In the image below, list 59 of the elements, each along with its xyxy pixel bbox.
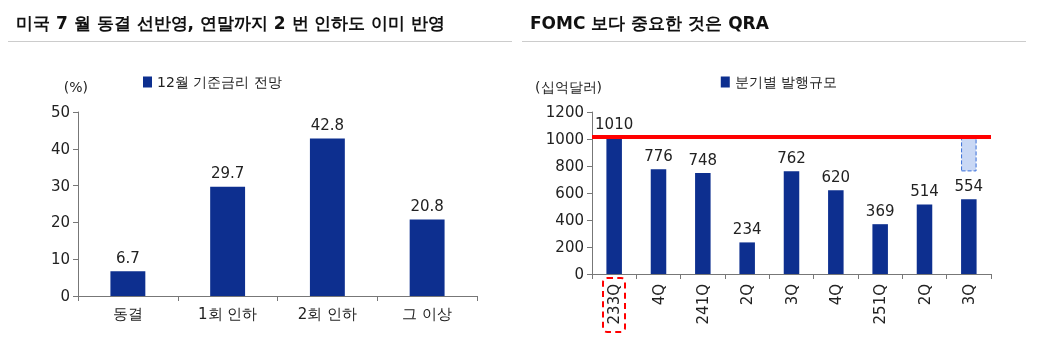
bar [739, 242, 755, 274]
data-label: 234 [732, 219, 762, 238]
data-label: 20.8 [410, 196, 444, 215]
bar [872, 224, 888, 274]
x-tick-label: 4Q [649, 284, 668, 306]
bar [695, 173, 711, 274]
y-axis-title: (십억달러) [535, 79, 602, 95]
y-tick-label: 1200 [545, 103, 584, 121]
data-label: 29.7 [210, 164, 245, 183]
data-label: 42.8 [310, 116, 345, 134]
data-label: 514 [910, 182, 939, 201]
y-tick-label: 1000 [545, 130, 584, 148]
y-tick-label: 400 [555, 211, 584, 229]
x-tick-label: 3Q [959, 284, 978, 306]
x-tick-label: 그 이상 [402, 304, 453, 323]
chart-title: 미국 7 월 동결 선반영, 연말까지 2 번 인하도 이미 반영 [8, 8, 512, 42]
legend-label: 12월 기준금리 전망 [157, 74, 282, 90]
x-tick-label: 동결 [112, 304, 143, 323]
y-tick-label: 40 [50, 139, 70, 158]
bar [916, 204, 933, 274]
y-tick-label: 20 [50, 213, 70, 232]
y-axis-title: (%) [63, 79, 88, 95]
y-tick-label: 0 [574, 265, 584, 283]
x-tick-label: 4Q [826, 284, 845, 306]
bar [650, 169, 667, 274]
bar [309, 138, 345, 296]
x-tick-label: 2회 인하 [297, 304, 358, 323]
y-tick-label: 10 [50, 250, 70, 269]
y-tick-label: 0 [60, 287, 70, 305]
data-label: 554 [954, 176, 984, 195]
data-label: 1010 [595, 115, 634, 134]
x-tick-label: 2Q [915, 284, 934, 306]
data-label: 748 [688, 150, 718, 169]
bar [110, 271, 146, 296]
bar [961, 137, 977, 172]
data-label: 762 [777, 148, 806, 167]
y-tick-label: 600 [555, 184, 584, 202]
data-label: 620 [821, 167, 851, 186]
bar [783, 171, 800, 274]
legend-label: 분기별 발행규모 [734, 74, 838, 90]
x-tick-label: 3Q [782, 284, 801, 306]
bar [606, 137, 622, 274]
y-tick-label: 50 [50, 103, 70, 121]
bar [210, 186, 246, 296]
data-label: 6.7 [115, 248, 140, 267]
bar [961, 199, 977, 274]
chart-title: FOMC 보다 중요한 것은 QRA [522, 8, 1026, 42]
data-label: 776 [644, 146, 673, 165]
y-tick-label: 30 [50, 176, 70, 195]
data-label: 369 [865, 201, 895, 220]
x-tick-label: 241Q [693, 284, 712, 325]
x-tick-label: 2Q [738, 284, 757, 306]
y-tick-label: 200 [555, 238, 584, 256]
x-tick-label: 1회 인하 [197, 304, 258, 323]
y-tick-label: 800 [555, 157, 584, 175]
x-tick-label: 233Q [605, 284, 624, 325]
bar [828, 190, 844, 274]
bar [409, 219, 445, 296]
x-tick-label: 251Q [871, 284, 890, 325]
